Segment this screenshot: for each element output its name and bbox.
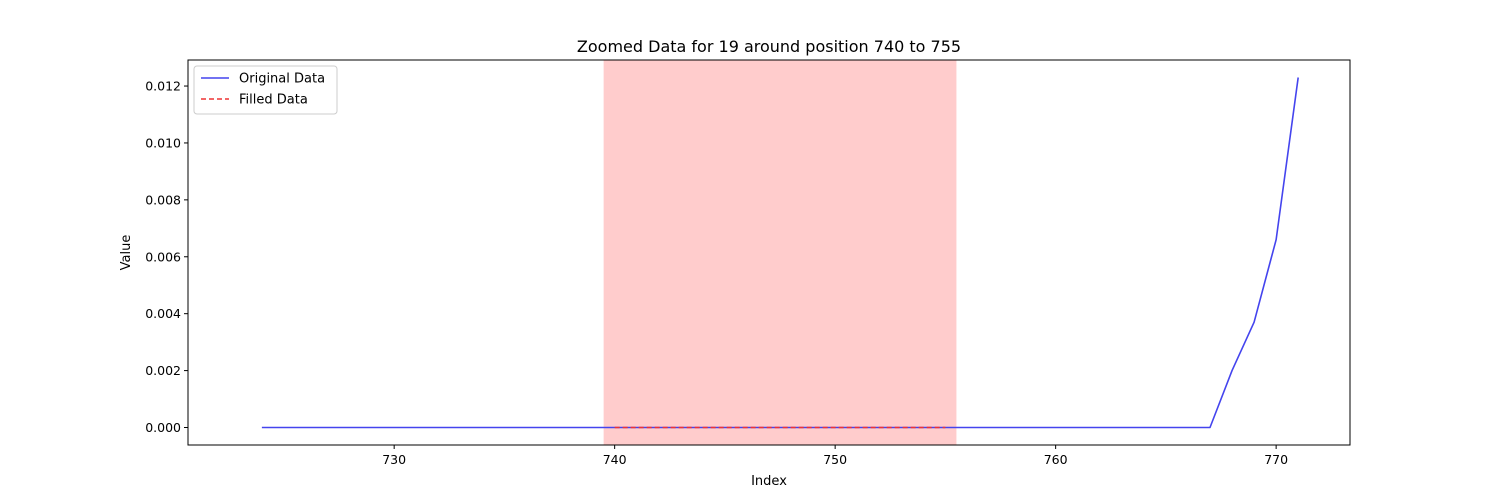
y-tick-label: 0.010 [145,135,181,150]
plot-area [187,59,1351,446]
legend-label-filled-data: Filled Data [239,93,308,108]
series-line-original-data [261,77,1299,429]
y-tick-label: 0.006 [145,249,181,264]
x-tick-label: 770 [1264,452,1288,467]
y-axis-label: Value [119,235,134,271]
x-tick-label: 760 [1044,452,1068,467]
legend: Original Data Filled Data [193,65,338,115]
y-tick-label: 0.012 [145,79,181,94]
chart-title: Zoomed Data for 19 around position 740 t… [577,37,961,56]
x-axis-label: Index [751,474,787,489]
x-tick-label: 740 [603,452,627,467]
plot-frame [187,59,1351,446]
series-layer [261,77,1299,429]
x-tick-label: 730 [382,452,406,467]
y-tick-label: 0.002 [145,363,181,378]
legend-label-original-data: Original Data [239,72,325,87]
x-tick-label: 750 [823,452,847,467]
y-axis: 0.000 0.002 0.004 0.006 0.008 0.010 0.012 [145,79,188,435]
y-tick-label: 0.000 [145,420,181,435]
x-axis: 730 740 750 760 770 [382,445,1288,467]
legend-box [193,65,338,115]
y-tick-label: 0.004 [145,306,181,321]
y-tick-label: 0.008 [145,192,181,207]
highlighted-region [603,60,957,445]
